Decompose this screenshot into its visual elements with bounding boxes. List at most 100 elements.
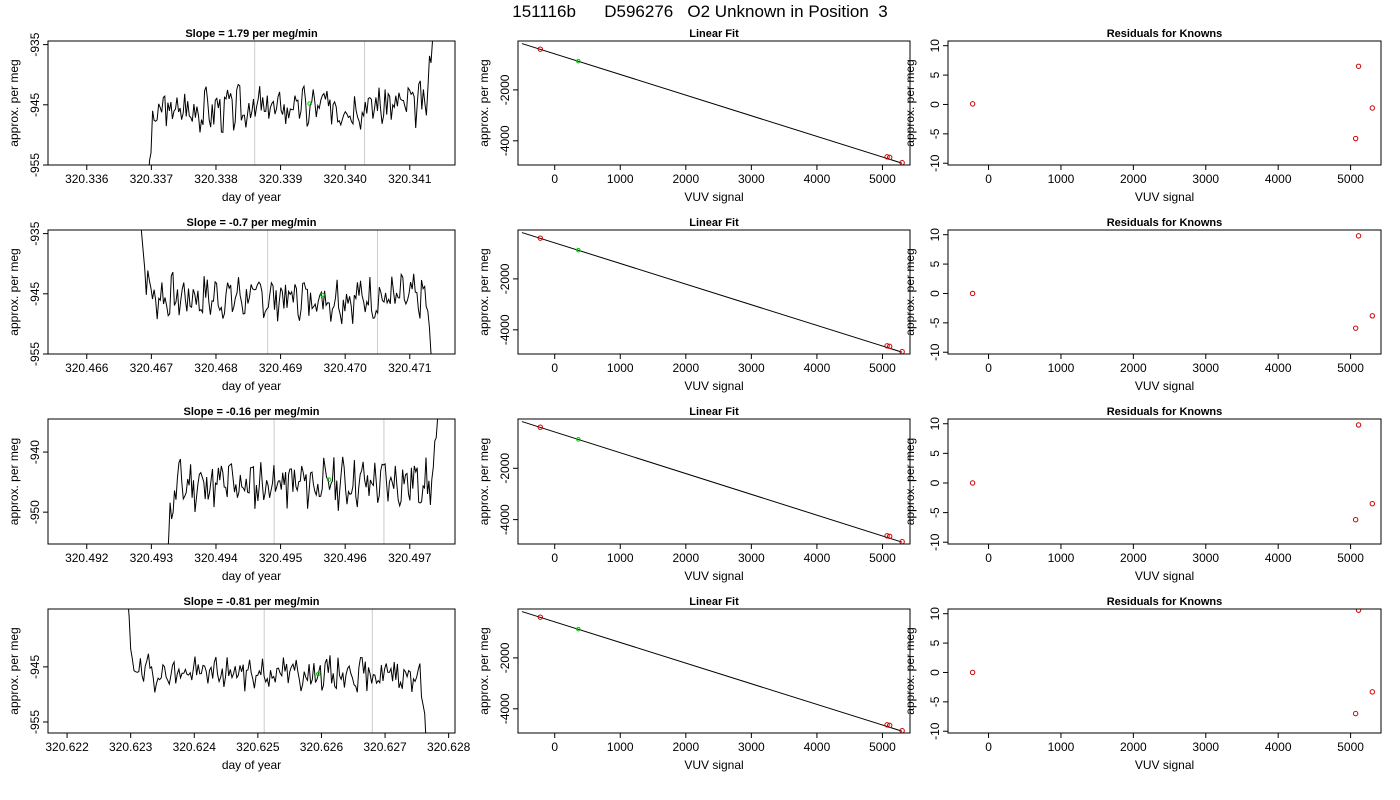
panel-1-residuals: Residuals for Knowns 0 1000 2000 3000 4000 500… <box>903 28 1382 204</box>
x-tick-label: 2000 <box>672 740 699 754</box>
y-tick-label: -935 <box>28 32 42 56</box>
known-point <box>884 343 890 349</box>
known-point <box>537 424 543 430</box>
x-tick-label: 1000 <box>1048 740 1075 754</box>
x-tick-label: 320.336 <box>65 172 109 186</box>
y-axis-label: approx. per meg <box>477 59 491 146</box>
panel-3-timeseries: Slope = -0.16 per meg/min 320.492 320.493 3… <box>7 406 456 583</box>
unknown-mean-marker <box>326 477 332 482</box>
y-tick-label: 5 <box>928 71 942 78</box>
panel-title: Linear Fit <box>689 217 739 229</box>
y-tick-label: -2000 <box>498 453 512 484</box>
y-axis-label: approx. per meg <box>903 438 917 525</box>
x-tick-label: 320.623 <box>109 740 153 754</box>
known-point <box>886 533 893 539</box>
panel-1-fit: Linear Fit 0 1000 2000 3000 4000 5000 -4000 -200… <box>477 28 911 204</box>
y-axis-label: approx. per meg <box>903 59 917 146</box>
y-tick-label: -4000 <box>498 693 512 724</box>
y-tick-label: 5 <box>928 260 942 267</box>
y-tick-label: -950 <box>28 500 42 524</box>
x-tick-label: 320.339 <box>259 172 303 186</box>
known-point <box>537 614 543 620</box>
x-tick-label: 5000 <box>869 740 896 754</box>
plot-area <box>148 41 433 165</box>
plot-area <box>521 232 905 354</box>
residual-point <box>1352 135 1359 142</box>
known-point <box>884 722 890 728</box>
plot-area <box>969 609 1376 717</box>
residual-point <box>1352 517 1359 523</box>
y-tick-label: 10 <box>928 39 942 53</box>
panel-4-timeseries: Slope = -0.81 per meg/min 320.622 320.623 3… <box>7 596 471 772</box>
unknown-mean-marker <box>307 101 312 106</box>
x-tick-label: 0 <box>551 172 558 186</box>
fit-line <box>521 43 903 164</box>
residual-point <box>1355 422 1362 428</box>
plot-frame <box>47 418 456 545</box>
y-axis-label: approx. per meg <box>7 248 21 335</box>
data-series-line <box>140 230 432 354</box>
x-axis-label: day of year <box>222 190 281 204</box>
y-tick-label: 5 <box>928 639 942 646</box>
x-tick-label: 5000 <box>869 172 896 186</box>
panel-3-fit: Linear Fit 0 1000 2000 3000 4000 5000 -4000 -200… <box>477 406 911 583</box>
y-tick-label: -955 <box>28 153 42 177</box>
x-tick-label: 5000 <box>869 361 896 375</box>
x-tick-label: 1000 <box>607 740 634 754</box>
plot-frame <box>517 229 911 355</box>
x-tick-label: 2000 <box>1120 740 1147 754</box>
plot-frame <box>517 608 911 734</box>
x-tick-label: 5000 <box>1337 740 1364 754</box>
known-point <box>884 154 890 160</box>
x-tick-label: 4000 <box>1265 551 1292 565</box>
data-series-line <box>148 41 433 165</box>
x-tick-label: 0 <box>551 551 558 565</box>
y-tick-label: -2000 <box>498 263 512 294</box>
plot-area <box>969 63 1376 142</box>
panel-title: Residuals for Knowns <box>1107 217 1223 229</box>
panel-3-residuals: Residuals for Knowns 0 1000 2000 3000 4000 500… <box>903 406 1382 583</box>
residual-point <box>1352 325 1359 331</box>
x-tick-label: 320.467 <box>130 361 174 375</box>
panel-title: Residuals for Knowns <box>1107 406 1223 418</box>
y-axis-label: approx. per meg <box>903 627 917 714</box>
unknown-mean-marker <box>320 292 325 298</box>
x-tick-label: 4000 <box>804 172 831 186</box>
x-tick-label: 2000 <box>672 551 699 565</box>
x-tick-label: 3000 <box>1192 740 1219 754</box>
panel-title: Residuals for Knowns <box>1107 28 1223 40</box>
x-tick-label: 1000 <box>1048 172 1075 186</box>
x-tick-label: 320.340 <box>323 172 367 186</box>
y-tick-label: -5 <box>928 507 942 518</box>
x-tick-label: 320.341 <box>388 172 432 186</box>
x-tick-label: 320.497 <box>388 551 432 565</box>
panel-2-fit: Linear Fit 0 1000 2000 3000 4000 5000 -4000 -200… <box>477 217 911 393</box>
x-tick-label: 0 <box>551 740 558 754</box>
plot-frame <box>947 40 1382 166</box>
x-axis-label: day of year <box>222 379 281 393</box>
plot-frame <box>47 40 456 166</box>
panel-title: Slope = -0.7 per meg/min <box>187 217 317 229</box>
unknown-point <box>576 58 581 64</box>
x-tick-label: 3000 <box>1192 551 1219 565</box>
x-tick-label: 320.469 <box>259 361 303 375</box>
x-tick-label: 0 <box>985 172 992 186</box>
data-series-line <box>167 419 439 544</box>
x-tick-label: 320.625 <box>236 740 280 754</box>
residual-point <box>1355 233 1362 239</box>
x-tick-label: 3000 <box>1192 172 1219 186</box>
y-axis-label: approx. per meg <box>7 438 21 525</box>
x-tick-label: 320.494 <box>194 551 238 565</box>
residual-point <box>969 480 976 486</box>
data-series-line <box>128 609 427 733</box>
panel-title: Residuals for Knowns <box>1107 596 1223 608</box>
x-tick-label: 320.496 <box>323 551 367 565</box>
unknown-point <box>576 436 581 442</box>
y-tick-label: -955 <box>28 342 42 366</box>
plot-area <box>521 43 905 165</box>
plot-area <box>521 421 905 544</box>
x-axis-label: day of year <box>222 569 281 583</box>
plot-area <box>140 230 432 354</box>
x-axis-label: VUV signal <box>684 190 743 204</box>
x-tick-label: 320.627 <box>363 740 407 754</box>
